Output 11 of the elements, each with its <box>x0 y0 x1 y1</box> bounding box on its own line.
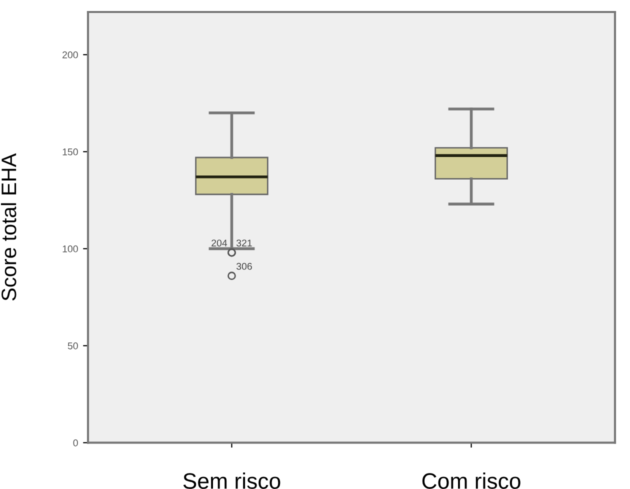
x-tick-label: Com risco <box>422 472 520 489</box>
y-tick-label: 100 <box>62 245 78 252</box>
y-tick-label: 50 <box>68 342 78 350</box>
x-tick-label: Sem risco <box>183 472 280 489</box>
y-axis-title: Score total EHA <box>0 153 16 301</box>
annotation: 204 <box>212 240 228 246</box>
y-tick-label: 150 <box>62 148 78 156</box>
annotation: 306 <box>236 262 252 270</box>
y-tick-label: 0 <box>73 439 78 446</box>
y-tick-label: 200 <box>62 51 78 58</box>
annotation: 321 <box>236 240 252 246</box>
